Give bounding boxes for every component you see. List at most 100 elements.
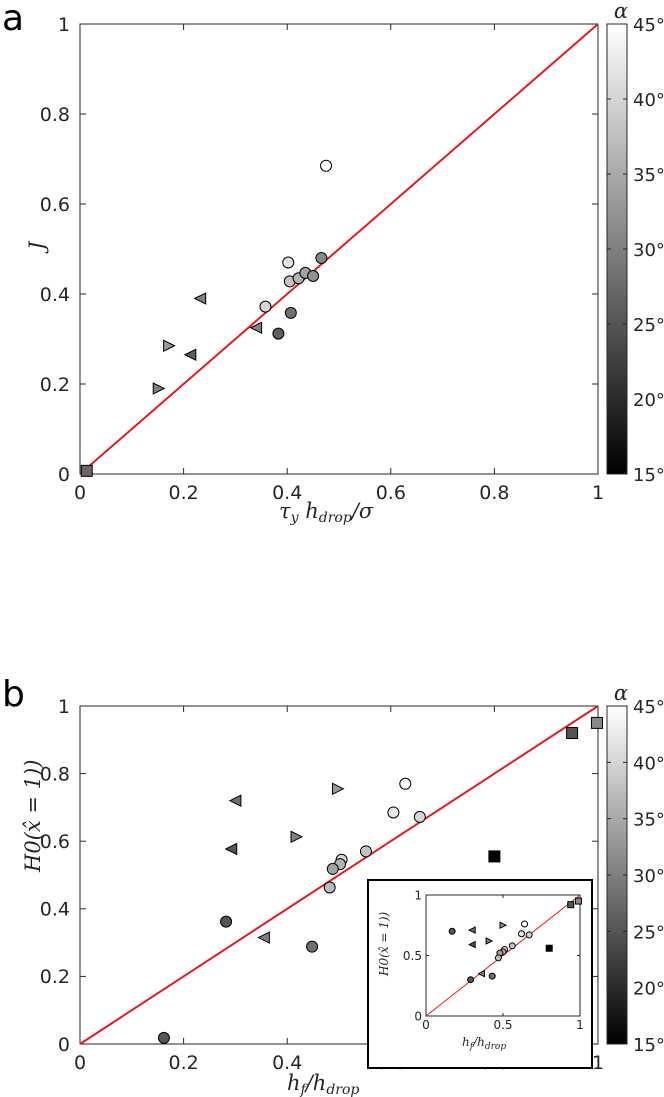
data-point-triangle-left (249, 321, 263, 335)
colorbar-tick-label: 20° (633, 390, 664, 411)
x-tick-label: 0.4 (272, 1052, 302, 1074)
data-point-square (488, 850, 501, 863)
identity-line (79, 705, 599, 1045)
data-point-circle (320, 159, 333, 172)
x-tick-label: 0 (422, 1018, 430, 1032)
data-point-triangle-right (152, 382, 166, 395)
x-tick-label: 0 (74, 1052, 86, 1074)
colorbar-tick-label: 45° (633, 15, 664, 36)
inset-ylabel: H0(x̂ = 1)) (377, 911, 391, 977)
y-tick-label: 0 (414, 1009, 422, 1023)
data-point-circle (525, 931, 533, 939)
y-tick-label: 0.4 (40, 899, 70, 921)
x-tick-label: 1 (592, 482, 604, 504)
y-tick-label: 0 (58, 1034, 70, 1056)
data-point-circle (494, 954, 502, 962)
x-tick-label: 0 (74, 482, 86, 504)
y-tick-label: 0.2 (40, 374, 70, 396)
data-point-triangle-left (183, 348, 197, 362)
inset-xlabel: hf/hdrop (462, 1035, 506, 1052)
colorbar-label: α (614, 681, 628, 705)
colorbar-tick-label: 20° (633, 979, 664, 1000)
colorbar-tick-label: 40° (633, 753, 664, 774)
y-tick-label: 1 (58, 696, 70, 718)
colorbar-tick-label: 35° (633, 810, 664, 831)
data-point-triangle-left (468, 926, 476, 934)
data-point-circle (306, 940, 319, 953)
data-point-circle (508, 942, 516, 950)
data-point-triangle-right (163, 339, 176, 353)
data-point-triangle-left (477, 969, 485, 978)
y-tick-label: 0 (58, 464, 70, 486)
panel-b-ylabel: H0(x̂ = 1)) (21, 760, 45, 873)
data-point-circle (323, 881, 336, 894)
data-point-square (80, 464, 93, 477)
data-point-circle (272, 327, 285, 340)
data-point-triangle-left (257, 931, 270, 944)
data-point-triangle-right (499, 921, 508, 930)
colorbar-tick-label: 30° (633, 240, 664, 261)
data-point-square (566, 727, 579, 740)
svg-text:hf/hdrop: hf/hdrop (462, 1035, 506, 1052)
y-tick-label: 1 (58, 14, 70, 36)
data-point-square (567, 901, 575, 909)
colorbar-tick-label: 45° (633, 697, 664, 718)
panel-b-xlabel: hf/hdrop (287, 1071, 359, 1097)
data-point-circle (315, 252, 328, 264)
x-tick-label: 1 (592, 1052, 604, 1074)
data-point-circle (157, 1031, 170, 1044)
y-tick-label: 0.2 (40, 966, 70, 988)
colorbar-tick-label: 30° (633, 866, 664, 887)
y-tick-label: 0.4 (40, 284, 70, 306)
y-tick-label: 0.6 (40, 831, 70, 853)
identity-line (79, 23, 599, 475)
data-point-triangle-right (331, 782, 345, 796)
x-tick-label: 0.2 (168, 482, 198, 504)
data-point-circle (387, 806, 400, 819)
data-point-circle (220, 915, 233, 928)
x-tick-label: 1 (576, 1018, 584, 1032)
svg-text:τy hdrop/σ: τy hdrop/σ (279, 499, 374, 526)
panel-a-ylabel: J (25, 240, 49, 254)
data-point-square (590, 716, 603, 729)
data-point-circle (359, 845, 372, 858)
data-point-triangle-left (228, 794, 242, 807)
data-point-circle (326, 862, 339, 875)
data-point-triangle-right (290, 830, 304, 844)
colorbar-tick-label: 15° (633, 1035, 664, 1056)
data-point-circle (488, 972, 496, 980)
panel-a-xlabel: τy hdrop/σ (279, 499, 374, 526)
colorbar-b: 15° 20° 25° 30° 35° 40° 45°α (606, 681, 664, 1056)
colorbar-tick-label: 25° (633, 315, 664, 336)
data-point-circle (284, 306, 297, 319)
y-tick-label: 0.8 (40, 104, 70, 126)
x-tick-label: 0.4 (272, 482, 302, 504)
data-point-circle (282, 256, 295, 269)
svg-text:J: J (25, 240, 49, 254)
data-point-square (574, 897, 582, 905)
panel-letter-a: a (2, 0, 24, 39)
data-point-circle (259, 300, 272, 313)
data-point-circle (467, 976, 475, 984)
panel-letter-b: b (2, 674, 25, 715)
data-point-circle (413, 810, 426, 823)
scatter-plot-a: 0 0.2 0.4 0.6 0.8 1 0 0.2 0.4 0.6 0.8 1 (40, 14, 604, 504)
inset-plot: 0 0.5 1 0 0.5 1 (367, 879, 593, 1069)
identity-line (425, 894, 581, 1017)
data-point-triangle-left (193, 292, 207, 305)
colorbar-label: α (614, 0, 628, 23)
x-tick-label: 0.5 (493, 1018, 512, 1032)
y-tick-label: 0.6 (40, 194, 70, 216)
data-point-square (545, 944, 553, 952)
x-tick-label: 0.8 (479, 482, 509, 504)
colorbar-tick-label: 35° (633, 165, 664, 186)
svg-text:H0(x̂ = 1)): H0(x̂ = 1)) (377, 911, 391, 977)
data-point-triangle-left (224, 842, 238, 856)
colorbar-a: 15° 20° 25° 30° 35° 40° 45°α (606, 0, 664, 486)
colorbar-tick-label: 40° (633, 90, 664, 111)
y-tick-label: 0.5 (403, 949, 422, 963)
svg-text:H0(x̂ = 1)): H0(x̂ = 1)) (21, 760, 45, 873)
data-point-triangle-left (468, 940, 476, 949)
data-point-circle (521, 920, 529, 928)
